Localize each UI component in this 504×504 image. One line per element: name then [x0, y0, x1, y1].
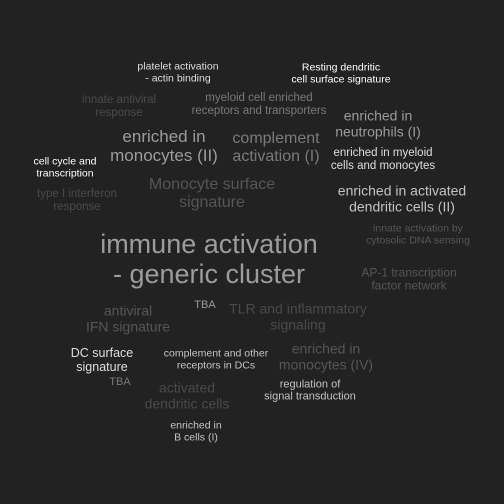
word-activated-dc: activated dendritic cells [144, 379, 230, 411]
word-enriched-monocytes-ii: enriched in monocytes (II) [110, 126, 218, 165]
word-enriched-myeloid-mono: enriched in myeloid cells and monocytes [330, 147, 436, 172]
word-complement-activation: complement activation (I) [232, 130, 320, 165]
word-platelet-activation: platelet activation - actin binding [137, 60, 219, 84]
word-enriched-neutrophils: enriched in neutrophils (I) [335, 107, 421, 139]
word-enriched-b-cells: enriched in B cells (I) [170, 419, 222, 443]
word-antiviral-ifn: antiviral IFN signature [85, 302, 171, 334]
word-resting-dc-surface: Resting dendritic cell surface signature [291, 61, 391, 85]
word-myeloid-receptors: myeloid cell enriched receptors and tran… [191, 92, 327, 117]
word-innate-antiviral: innate antiviral response [81, 94, 157, 119]
word-innate-cytosolic-dna: innate activation by cytosolic DNA sensi… [366, 222, 470, 246]
word-dc-surface: DC surface signature [70, 346, 134, 374]
word-immune-activation: immune activation - generic cluster [100, 228, 318, 289]
word-type-i-interferon: type I interferon response [37, 188, 117, 213]
word-cell-cycle: cell cycle and transcription [33, 155, 97, 179]
word-complement-dc-receptors: complement and other receptors in DCs [163, 347, 269, 371]
word-regulation-signal: regulation of signal transduction [264, 378, 356, 403]
word-tba-2: TBA [109, 375, 131, 388]
word-tba-1: TBA [194, 298, 216, 311]
word-ap1-transcription: AP-1 transcription factor network [361, 265, 457, 293]
word-tlr-inflammatory: TLR and inflammatory signaling [229, 300, 367, 332]
word-enriched-activated-dc: enriched in activated dendritic cells (I… [337, 182, 467, 214]
word-monocyte-surface: Monocyte surface signature [148, 176, 276, 211]
word-enriched-monocytes-iv: enriched in monocytes (IV) [278, 340, 374, 372]
